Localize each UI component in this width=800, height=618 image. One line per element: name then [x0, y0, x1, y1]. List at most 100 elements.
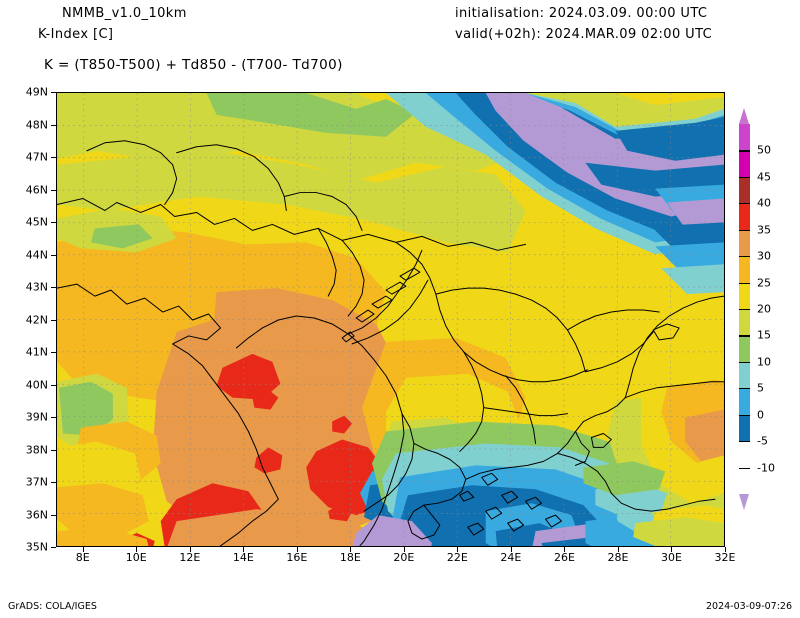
x-tick — [403, 547, 405, 552]
timestamp-text: 2024-03-09-07:26 — [705, 601, 792, 612]
y-tick — [51, 222, 56, 223]
x-tick-label: 20E — [393, 551, 415, 564]
colorbar-band — [739, 203, 750, 231]
colorbar-band — [739, 309, 750, 337]
colorbar-tick — [739, 309, 750, 311]
map-canvas[interactable] — [56, 92, 725, 547]
x-tick — [350, 547, 352, 552]
y-tick-label: 49N — [25, 85, 48, 99]
colorbar[interactable] — [739, 108, 750, 510]
colorbar-tick — [739, 150, 750, 152]
x-tick — [725, 547, 726, 552]
colorbar-tick — [739, 335, 750, 337]
y-tick-label: 43N — [25, 280, 48, 294]
x-tick-label: 26E — [553, 551, 575, 564]
x-tick-label: 32E — [714, 551, 736, 564]
colorbar-band — [739, 150, 750, 178]
colorbar-tick-label: 40 — [757, 196, 771, 210]
x-tick-label: 8E — [75, 551, 90, 564]
formula-text: K = (T850-T500) + Td850 - (T700- Td700) — [44, 57, 343, 73]
colorbar-band — [739, 282, 750, 310]
y-tick-label: 41N — [25, 345, 48, 359]
y-tick — [51, 417, 56, 418]
y-tick — [51, 319, 56, 321]
x-tick — [243, 547, 245, 552]
y-tick-label: 36N — [25, 508, 48, 521]
x-tick-label: 18E — [339, 551, 361, 564]
credit-text: GrADS: COLA/IGES — [8, 601, 97, 612]
colorbar-tick-label: 35 — [757, 223, 771, 237]
y-tick — [51, 514, 56, 516]
y-tick — [51, 124, 56, 126]
x-tick — [510, 547, 512, 552]
x-tick-label: 22E — [446, 551, 468, 564]
x-tick — [671, 547, 673, 552]
colorbar-tick — [739, 229, 750, 231]
x-tick-label: 24E — [500, 551, 522, 564]
colorbar-band — [739, 335, 750, 363]
x-tick — [136, 547, 138, 552]
colorbar-tick-label: 50 — [757, 143, 771, 157]
colorbar-band — [739, 124, 750, 152]
y-tick — [51, 547, 56, 548]
x-tick-label: 10E — [125, 551, 147, 564]
colorbar-tick — [739, 203, 750, 205]
colorbar-tick-label: 15 — [757, 328, 771, 342]
x-tick-label: 16E — [286, 551, 308, 564]
colorbar-band — [739, 414, 750, 442]
x-tick-label: 28E — [607, 551, 629, 564]
y-tick-label: 47N — [25, 150, 48, 164]
initialisation-text: initialisation: 2024.03.09. 00:00 UTC — [455, 6, 708, 21]
colorbar-band — [739, 176, 750, 204]
x-tick-label: 14E — [232, 551, 254, 564]
triangle-down-icon — [739, 494, 749, 510]
colorbar-tick — [739, 256, 750, 258]
colorbar-tick-label: 10 — [757, 355, 771, 369]
colorbar-tick — [739, 441, 750, 443]
colorbar-tick-label: 5 — [757, 381, 764, 395]
colorbar-tick — [739, 414, 750, 416]
colorbar-band — [739, 361, 750, 389]
y-tick — [51, 449, 56, 451]
y-tick — [51, 384, 56, 386]
y-tick — [51, 254, 56, 256]
y-tick — [51, 352, 56, 353]
y-tick-label: 42N — [25, 313, 48, 326]
colorbar-tick-label: 20 — [757, 302, 771, 316]
y-tick-label: 38N — [25, 443, 48, 456]
x-tick — [564, 547, 566, 552]
triangle-up-icon — [739, 108, 749, 124]
coastline-overlay — [57, 140, 724, 546]
x-tick — [296, 547, 298, 552]
colorbar-band — [739, 256, 750, 284]
colorbar-tick — [739, 282, 750, 284]
y-tick — [51, 92, 56, 93]
y-tick — [51, 189, 56, 191]
y-tick-label: 40N — [25, 378, 48, 391]
model-title: NMMB_v1.0_10km — [62, 6, 187, 21]
colorbar-band — [739, 229, 750, 257]
colorbar-tick-label: 45 — [757, 170, 771, 184]
y-tick-label: 45N — [25, 215, 48, 229]
x-tick-label: 12E — [179, 551, 201, 564]
y-tick — [51, 287, 56, 288]
y-tick — [51, 157, 56, 158]
y-tick — [51, 482, 56, 483]
kindex-contour-field — [57, 93, 724, 546]
valid-time-text: valid(+02h): 2024.MAR.09 02:00 UTC — [455, 27, 713, 42]
colorbar-tick-label: -5 — [757, 434, 768, 448]
y-tick-label: 35N — [25, 540, 48, 554]
x-tick — [189, 547, 191, 552]
colorbar-tick-label: 30 — [757, 249, 771, 263]
x-tick — [82, 547, 84, 552]
x-tick — [617, 547, 619, 552]
colorbar-tick-label: 0 — [757, 408, 764, 422]
colorbar-tick — [739, 388, 750, 390]
x-tick-label: 30E — [660, 551, 682, 564]
y-tick-label: 44N — [25, 248, 48, 261]
y-tick-label: 37N — [25, 475, 48, 489]
colorbar-tick-label: 25 — [757, 276, 771, 290]
colorbar-tick-label: -10 — [757, 461, 775, 475]
y-tick-label: 39N — [25, 410, 48, 424]
